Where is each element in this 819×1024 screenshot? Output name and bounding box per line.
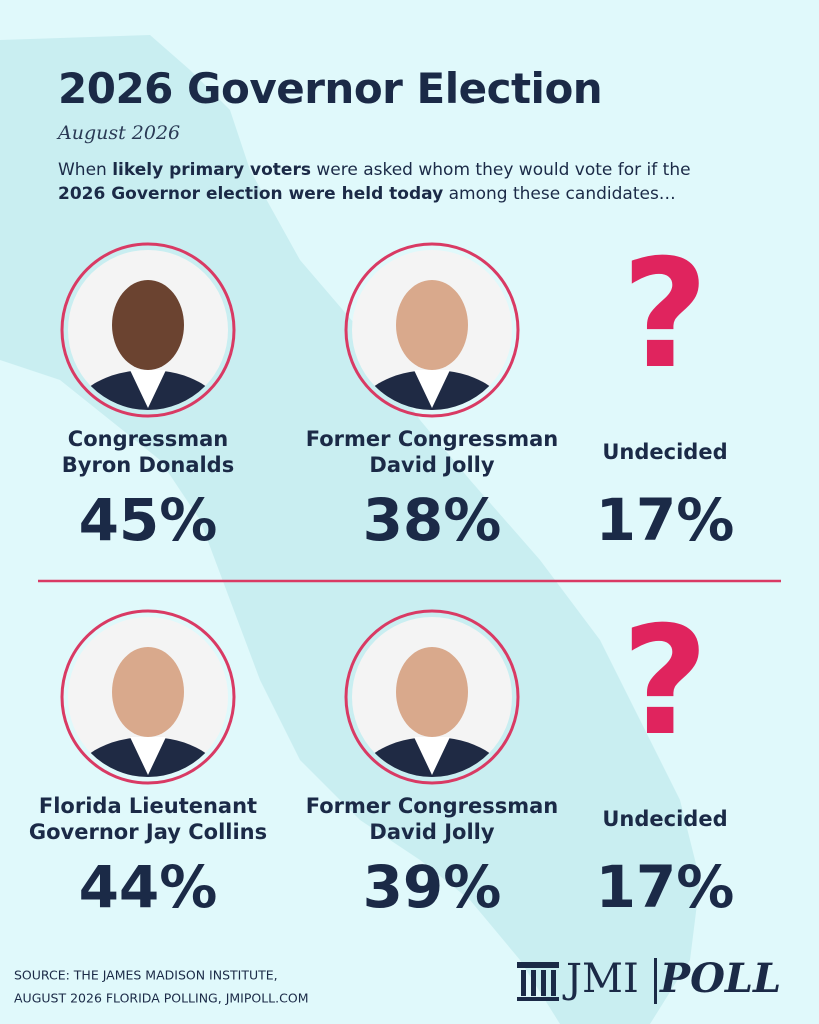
candidate-name: Byron Donalds [62, 453, 234, 477]
shirt [414, 737, 450, 775]
description-segment: among these candidates… [443, 184, 676, 204]
logo-pillar [541, 970, 546, 996]
description-segment: were asked whom they would vote for if t… [310, 160, 691, 180]
shirt [130, 737, 166, 775]
percent: 17% [596, 486, 735, 554]
percent: 39% [363, 853, 502, 921]
candidate-name: Florida Lieutenant [39, 794, 257, 818]
logo: JMI POLL [517, 955, 781, 1004]
shirt [130, 370, 166, 408]
candidate-name: Congressman [68, 427, 228, 451]
undecided-symbol: ? [621, 228, 708, 402]
photo-ring [60, 609, 236, 785]
logo-left: JMI [562, 956, 639, 1002]
candidate-name: Governor Jay Collins [29, 820, 267, 844]
candidate-name: David Jolly [369, 453, 494, 477]
percent: 45% [79, 486, 218, 554]
description-segment: 2026 Governor election were held today [58, 184, 444, 204]
description-segment: When [58, 160, 113, 180]
source-line: AUGUST 2026 FLORIDA POLLING, JMIPOLL.COM [14, 991, 308, 1006]
candidate-name: Former Congressman [306, 427, 559, 451]
shoulders [73, 370, 223, 410]
logo-divider [654, 958, 657, 1004]
description: When likely primary voters were asked wh… [58, 158, 738, 206]
photo [352, 617, 512, 777]
photo-ring [344, 242, 520, 418]
source-line: SOURCE: THE JAMES MADISON INSTITUTE, [14, 968, 278, 983]
shirt [414, 370, 450, 408]
head [396, 647, 468, 737]
logo-pillar [531, 970, 536, 996]
head [396, 280, 468, 370]
shoulders [357, 737, 507, 777]
description-segment: likely primary voters [112, 160, 311, 180]
undecided-symbol: ? [621, 595, 708, 769]
candidate-name: Undecided [602, 440, 727, 464]
logo-right: POLL [659, 955, 781, 1002]
title: 2026 Governor Election [58, 64, 603, 113]
percent: 38% [363, 486, 502, 554]
photo [68, 250, 228, 410]
shoulders [357, 370, 507, 410]
candidate-name: David Jolly [369, 820, 494, 844]
shoulders [73, 737, 223, 777]
percent: 44% [79, 853, 218, 921]
logo-pillar [551, 970, 556, 996]
candidate-name: Undecided [602, 807, 727, 831]
logo-pillars [517, 962, 559, 968]
head [112, 647, 184, 737]
logo-pillar [521, 970, 526, 996]
candidate-name: Former Congressman [306, 794, 559, 818]
photo-ring [344, 609, 520, 785]
date: August 2026 [58, 122, 181, 144]
photo [68, 617, 228, 777]
percent: 17% [596, 853, 735, 921]
photo-ring [60, 242, 236, 418]
head [112, 280, 184, 370]
logo-base [517, 997, 559, 1001]
photo [352, 250, 512, 410]
